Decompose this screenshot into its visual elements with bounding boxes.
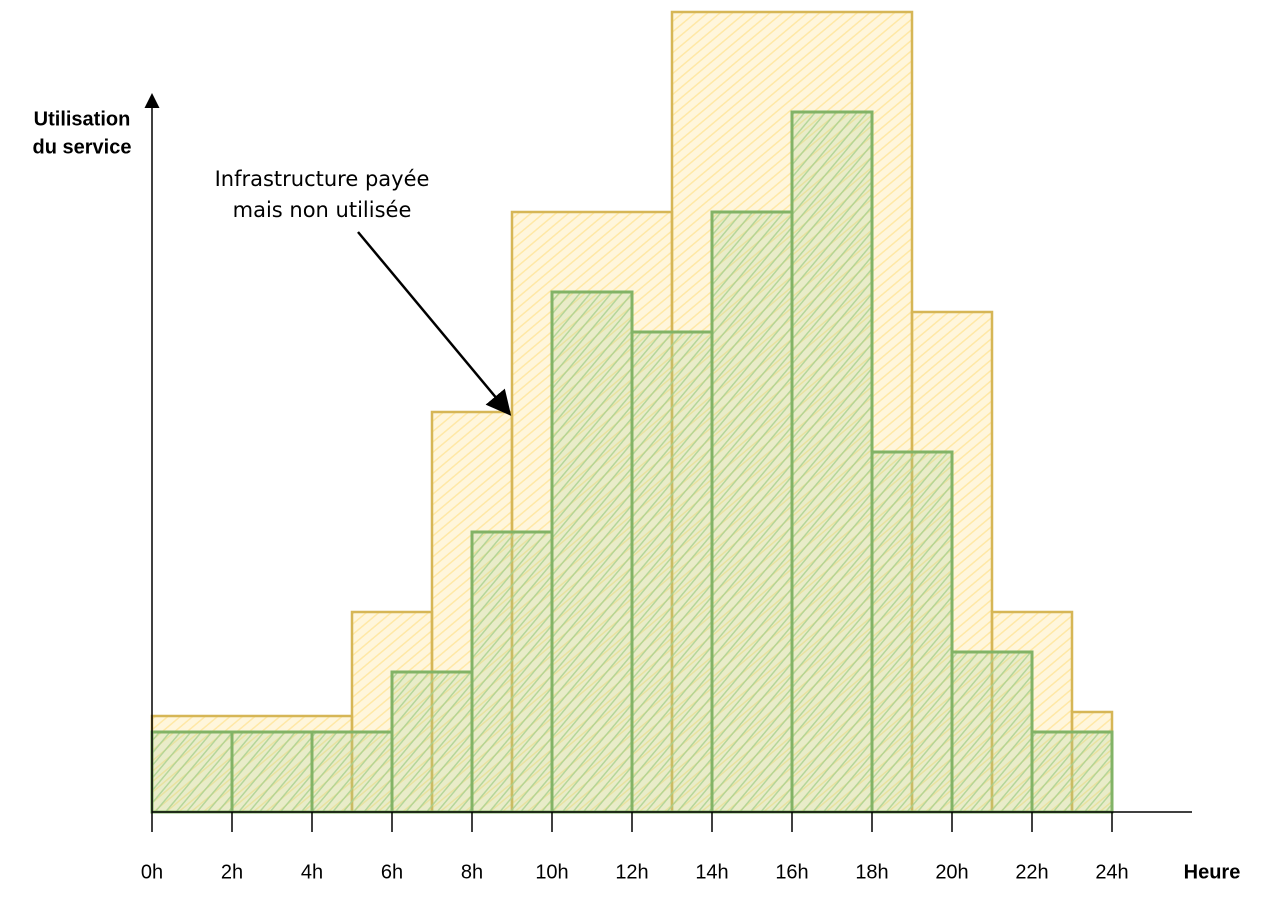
bar <box>1030 730 1114 814</box>
x-tick-label: 6h <box>381 861 403 883</box>
bar <box>470 530 554 814</box>
bar <box>310 730 394 814</box>
bar <box>230 730 314 814</box>
x-tick-label: 18h <box>855 861 888 883</box>
bar <box>550 290 634 814</box>
x-tick-label: 2h <box>221 861 243 883</box>
bar <box>390 670 474 814</box>
x-tick-label: 24h <box>1095 861 1128 883</box>
x-tick-label: 4h <box>301 861 323 883</box>
x-tick-label: 22h <box>1015 861 1048 883</box>
x-tick-label: 14h <box>695 861 728 883</box>
bar <box>790 110 874 814</box>
x-tick-label: 16h <box>775 861 808 883</box>
bar <box>630 330 714 814</box>
y-axis-label: du service <box>33 136 132 158</box>
annotation: Infrastructure payée <box>215 167 430 191</box>
bars <box>150 10 1114 814</box>
x-tick-label: 0h <box>141 861 163 883</box>
x-tick-label: 10h <box>535 861 568 883</box>
x-tick-label: 8h <box>461 861 483 883</box>
annotation: mais non utilisée <box>233 198 412 222</box>
bar <box>950 650 1034 814</box>
bar <box>710 210 794 814</box>
x-axis-label: Heure <box>1184 861 1241 883</box>
y-axis-label: Utilisation <box>34 108 131 130</box>
x-tick-label: 20h <box>935 861 968 883</box>
bar <box>150 730 234 814</box>
bar <box>870 450 954 814</box>
x-tick-label: 12h <box>615 861 648 883</box>
annotation-arrow <box>357 231 512 416</box>
